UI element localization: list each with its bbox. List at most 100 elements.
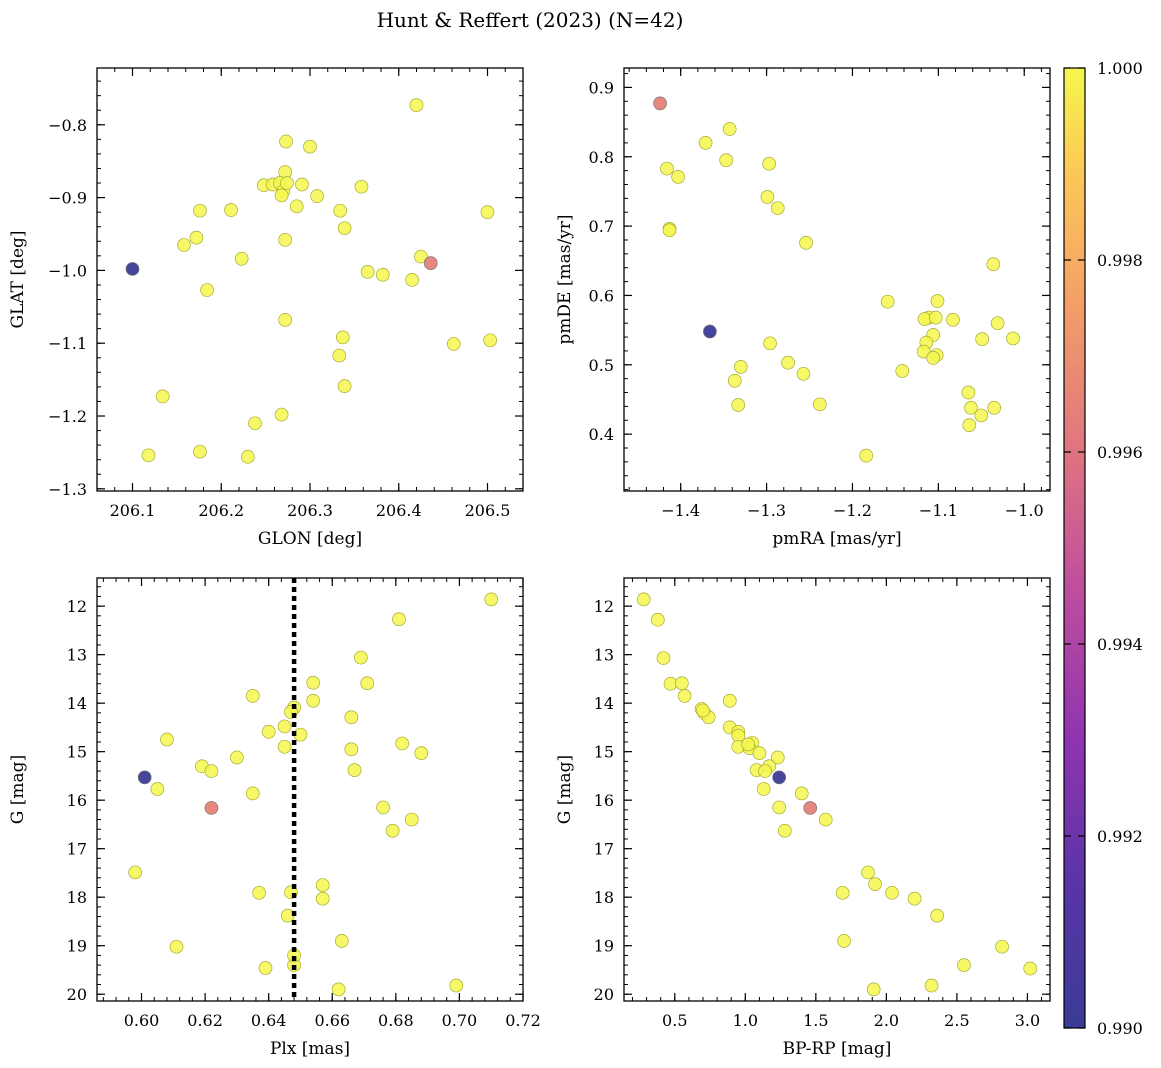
scatter-point xyxy=(310,189,324,203)
scatter-point xyxy=(964,400,978,415)
y-tick-label: 0.8 xyxy=(589,148,614,167)
x-tick-label: 206.1 xyxy=(110,501,156,520)
y-tick-label: 14 xyxy=(594,694,614,713)
scatter-point xyxy=(404,812,419,827)
scatter-point xyxy=(719,153,734,168)
scatter-point xyxy=(812,397,827,412)
scatter-point xyxy=(674,676,689,691)
x-tick-label: 206.5 xyxy=(465,501,511,520)
y-tick-label: 16 xyxy=(67,791,87,810)
y-tick-label: 15 xyxy=(67,743,87,762)
scatter-point xyxy=(880,294,895,309)
scatter-point xyxy=(245,786,260,801)
scatter-point xyxy=(277,739,292,754)
scatter-point xyxy=(741,737,755,752)
y-tick-label: 17 xyxy=(67,840,87,859)
scatter-point xyxy=(671,170,685,184)
scatter-point xyxy=(861,865,875,880)
scatter-point xyxy=(837,933,851,948)
scatter-point xyxy=(423,256,438,270)
y-tick-label: 0.4 xyxy=(589,425,614,444)
y-tick-label: −1.0 xyxy=(48,261,87,280)
scatter-point xyxy=(150,782,165,796)
axes-frame xyxy=(96,577,524,1002)
y-tick-label: 0.7 xyxy=(589,217,614,236)
y-tick-label: 13 xyxy=(594,646,614,665)
axes-frame xyxy=(623,67,1051,492)
y-tick-label: 15 xyxy=(594,743,614,762)
scatter-point xyxy=(818,812,833,827)
y-tick-label: 19 xyxy=(594,937,614,956)
scatter-point xyxy=(337,221,352,236)
scatter-point xyxy=(306,693,321,708)
x-tick-label: 0.66 xyxy=(314,1011,350,1030)
scatter-point xyxy=(177,238,191,252)
scatter-point xyxy=(155,389,170,404)
scatter-point xyxy=(990,316,1005,331)
scatter-point xyxy=(752,746,767,760)
scatter-point xyxy=(392,612,406,627)
scatter-point xyxy=(405,273,419,287)
y-axis-label: GLAT [deg] xyxy=(8,230,28,328)
minor-ticks-y xyxy=(624,73,1050,491)
scatter-point xyxy=(449,978,464,993)
scatter-point xyxy=(375,267,390,282)
scatter-point xyxy=(722,122,737,136)
scatter-point xyxy=(125,262,140,276)
scatter-point xyxy=(677,689,692,703)
scatter-point xyxy=(928,310,943,325)
x-axis-label: Plx [mas] xyxy=(270,1039,350,1059)
x-tick-label: 0.68 xyxy=(378,1011,414,1030)
y-tick-label: 18 xyxy=(594,888,614,907)
scatter-point xyxy=(360,265,375,279)
x-tick-label: 0.60 xyxy=(124,1011,160,1030)
x-tick-label: −1.1 xyxy=(919,501,958,520)
y-tick-label: 12 xyxy=(594,597,614,616)
scatter-point xyxy=(962,418,977,432)
x-tick-label: 0.64 xyxy=(251,1011,287,1030)
scatter-point xyxy=(295,177,309,192)
scatter-point xyxy=(731,398,746,412)
x-axis-label: BP-RP [mag] xyxy=(783,1039,892,1059)
y-tick-label: 0.6 xyxy=(589,286,614,305)
x-tick-label: −1.3 xyxy=(747,501,786,520)
colorbar-tick-label: 0.990 xyxy=(1097,1019,1143,1038)
scatter-point xyxy=(946,312,960,327)
scatter-point xyxy=(758,764,772,778)
x-axis-label: pmRA [mas/yr] xyxy=(772,529,901,549)
scatter-point xyxy=(926,351,941,365)
scatter-point xyxy=(245,689,260,703)
y-tick-label: −0.8 xyxy=(48,116,87,135)
y-axis-label: G [mag] xyxy=(555,755,575,824)
y-tick-label: 13 xyxy=(67,646,87,665)
scatter-point xyxy=(727,373,742,388)
scatter-point xyxy=(248,416,262,431)
scatter-point xyxy=(696,703,710,718)
scatter-point xyxy=(128,865,142,880)
scatter-point xyxy=(303,139,317,154)
y-tick-label: 12 xyxy=(67,597,87,616)
scatter-point xyxy=(385,823,400,838)
scatter-point xyxy=(662,223,677,238)
scatter-point xyxy=(656,651,671,665)
y-tick-label: 18 xyxy=(67,888,87,907)
scatter-point xyxy=(961,385,976,400)
scatter-point xyxy=(756,782,771,796)
scatter-point xyxy=(722,693,737,708)
scatter-point xyxy=(987,400,1002,415)
scatter-point xyxy=(653,96,667,111)
scatter-point xyxy=(204,764,219,778)
scatter-point xyxy=(277,719,292,734)
scatter-point xyxy=(224,203,238,217)
scatter-point xyxy=(859,448,874,463)
scatter-point xyxy=(279,134,293,149)
panel-plx-g: 0.60 0.62 0.64 0.66 0.68 0.70 0.72 12 13 14 15 16 17… xyxy=(8,577,541,1059)
scatter-point xyxy=(636,592,651,607)
y-tick-label: −1.3 xyxy=(48,480,87,499)
scatter-point xyxy=(777,823,792,838)
scatter-point xyxy=(957,958,971,972)
colorbar-tick-label: 0.998 xyxy=(1097,251,1143,270)
scatter-point xyxy=(975,332,989,346)
scatter-point xyxy=(315,891,330,906)
scatter-point xyxy=(258,961,273,975)
